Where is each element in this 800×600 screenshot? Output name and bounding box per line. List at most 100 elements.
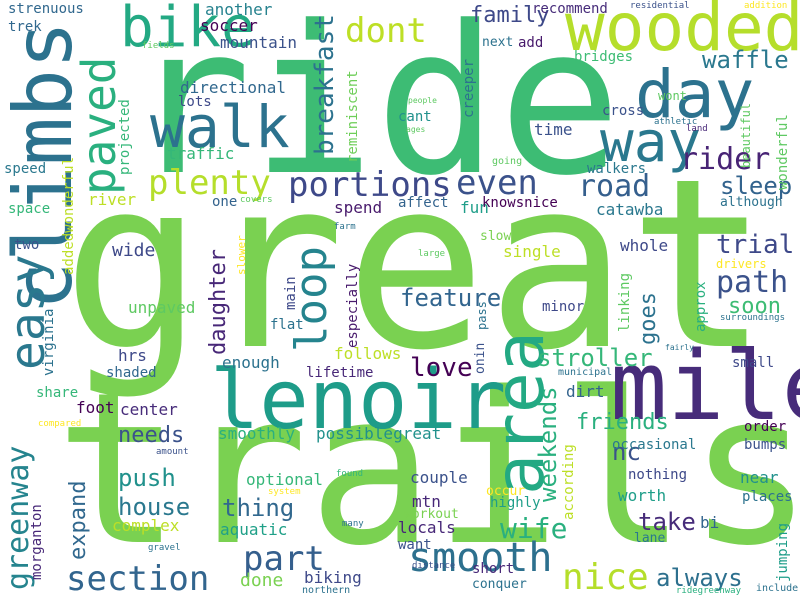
word-another: another xyxy=(205,0,273,19)
word-although: although xyxy=(720,195,783,210)
word-athletic: athletic xyxy=(654,117,698,127)
word-single: single xyxy=(503,242,561,261)
word-bumps: bumps xyxy=(744,437,787,453)
word-northern: northern xyxy=(302,585,351,596)
word-smoothly: smoothly xyxy=(218,424,296,443)
word-addedwonderful: addedwonderful xyxy=(61,156,77,275)
word-highly: highly xyxy=(490,495,541,511)
word-pass: pass xyxy=(475,301,489,330)
word-ridegreenway: ridegreenway xyxy=(676,586,742,596)
word-fields: fields xyxy=(142,41,175,51)
word-dirt: dirt xyxy=(566,382,605,401)
word-people: people xyxy=(408,96,437,105)
word-catawba: catawba xyxy=(596,200,664,219)
word-bike: bike xyxy=(120,0,255,60)
word-want: want xyxy=(398,537,432,553)
word-friends: friends xyxy=(576,410,669,435)
word-projected: projected xyxy=(117,99,133,175)
word-always: always xyxy=(656,564,743,592)
word-biking: biking xyxy=(304,568,362,587)
word-expand: expand xyxy=(66,480,91,560)
word-waffle: waffle xyxy=(702,46,789,74)
word-possiblegreat: possiblegreat xyxy=(316,424,442,443)
word-especially: especially xyxy=(345,263,361,348)
word-fairly: fairly xyxy=(665,343,694,352)
word-lenoir: lenoir xyxy=(210,353,507,448)
word-sleep: sleep xyxy=(720,172,793,200)
word-approx: approx xyxy=(693,281,709,332)
word-walk: walk xyxy=(150,93,290,161)
word-space: space xyxy=(8,201,51,217)
word-include: include xyxy=(756,583,799,594)
word-even: even xyxy=(456,163,538,203)
word-jumping: jumping xyxy=(775,522,791,582)
word-stroller: stroller xyxy=(537,344,653,372)
word-bi: bi xyxy=(700,513,720,532)
word-main: main xyxy=(283,276,299,310)
word-follows: follows xyxy=(334,344,402,363)
word-minor: minor xyxy=(542,299,585,315)
word-workout: workout xyxy=(404,507,459,522)
word-morganton: morganton xyxy=(29,504,45,580)
word-path: path xyxy=(716,265,789,300)
word-two: two xyxy=(14,237,40,253)
word-trial: trial xyxy=(716,230,795,260)
word-wife: wife xyxy=(500,512,568,545)
word-lots: lots xyxy=(178,94,212,110)
word-according: according xyxy=(561,444,577,520)
word-shaded: shaded xyxy=(106,365,157,381)
word-small: small xyxy=(732,355,775,371)
word-optional: optional xyxy=(246,470,324,489)
word-occasional: occasional xyxy=(612,437,697,453)
word-land: land xyxy=(686,124,708,134)
word-road: road xyxy=(578,169,651,204)
word-traffic: traffic xyxy=(167,144,235,163)
word-linking: linking xyxy=(617,272,633,332)
word-take: take xyxy=(638,508,696,536)
word-add: add xyxy=(518,35,544,51)
word-wooded: wooded xyxy=(565,0,800,66)
word-soccer: soccer xyxy=(200,16,258,35)
word-paved: paved xyxy=(72,56,126,195)
word-lane: lane xyxy=(634,531,666,546)
word-hrs: hrs xyxy=(118,346,147,365)
word-surroundings: surroundings xyxy=(720,313,786,323)
word-order: order xyxy=(744,419,787,435)
word-goes: goes xyxy=(636,292,661,345)
word-plenty: plenty xyxy=(148,163,271,203)
word-drivers: drivers xyxy=(716,257,767,271)
word-ride: ride xyxy=(128,0,622,221)
word-worth: worth xyxy=(618,486,667,505)
word-nothing: nothing xyxy=(628,467,688,483)
word-found: found xyxy=(336,469,364,479)
word-cross: cross xyxy=(602,103,645,119)
word-whole: whole xyxy=(620,236,669,255)
word-amount: amount xyxy=(156,447,189,457)
word-residential: residential xyxy=(630,1,690,11)
word-creeper: creeper xyxy=(461,58,477,118)
word-farm: farm xyxy=(334,222,356,232)
word-distance: distance xyxy=(412,561,456,571)
word-next: next xyxy=(482,35,514,50)
word-many: many xyxy=(342,519,364,529)
word-enough: enough xyxy=(222,353,280,372)
word-day: day xyxy=(635,56,755,133)
word-dont: dont xyxy=(345,11,427,51)
word-mountain: mountain xyxy=(220,33,298,52)
word-portions: portions xyxy=(288,165,452,205)
word-directional: directional xyxy=(180,78,286,97)
word-one: one xyxy=(212,194,238,210)
word-section: section xyxy=(66,559,210,599)
word-bridges: bridges xyxy=(574,49,634,65)
word-walkers: walkers xyxy=(587,161,647,177)
word-complex: complex xyxy=(112,516,180,535)
word-done: done xyxy=(240,570,284,591)
word-affect: affect xyxy=(398,195,449,211)
word-occur: occur xyxy=(486,484,526,499)
word-places: places xyxy=(742,489,793,505)
word-mtn: mtn xyxy=(412,492,441,511)
word-ages: ages xyxy=(406,125,426,134)
word-trek: trek xyxy=(8,19,42,35)
word-knowsnice: knowsnice xyxy=(482,195,558,211)
